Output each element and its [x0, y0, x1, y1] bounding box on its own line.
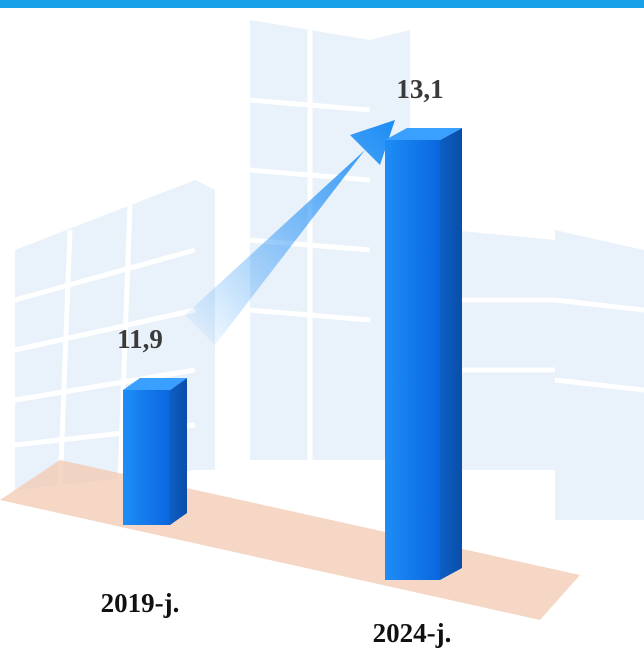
building-grid — [14, 30, 644, 491]
bar — [123, 378, 187, 525]
floor — [0, 460, 580, 620]
bar-front — [385, 140, 440, 580]
top-band — [0, 0, 644, 8]
value-label: 11,9 — [117, 324, 163, 354]
category-label: 2019-j. — [101, 588, 180, 618]
background-buildings — [15, 20, 644, 520]
growth-arrow — [185, 120, 395, 345]
bar-front — [123, 390, 170, 525]
bar-top — [123, 378, 187, 390]
bar — [385, 128, 462, 580]
bar-side — [170, 378, 187, 525]
bar-top — [385, 128, 462, 140]
bar-side — [440, 128, 462, 580]
category-label: 2024-j. — [373, 618, 452, 648]
value-label: 13,1 — [396, 74, 443, 104]
